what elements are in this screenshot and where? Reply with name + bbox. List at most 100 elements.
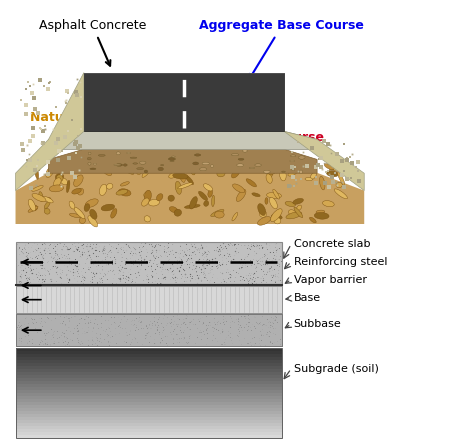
Ellipse shape: [69, 201, 75, 209]
Ellipse shape: [69, 213, 81, 218]
Ellipse shape: [88, 162, 91, 165]
Ellipse shape: [39, 192, 43, 202]
Ellipse shape: [257, 216, 271, 225]
Ellipse shape: [93, 163, 97, 165]
Ellipse shape: [322, 201, 334, 207]
Ellipse shape: [274, 217, 281, 224]
Bar: [16, 387, 282, 390]
Ellipse shape: [31, 205, 37, 211]
Ellipse shape: [28, 199, 36, 211]
Polygon shape: [284, 131, 364, 190]
Ellipse shape: [298, 156, 305, 159]
Ellipse shape: [223, 168, 228, 173]
Ellipse shape: [275, 163, 290, 169]
Ellipse shape: [158, 158, 165, 169]
Bar: [16, 286, 282, 313]
Ellipse shape: [273, 166, 280, 173]
Ellipse shape: [290, 160, 295, 162]
Ellipse shape: [243, 150, 247, 152]
Ellipse shape: [211, 195, 215, 207]
Bar: [16, 369, 282, 372]
Ellipse shape: [204, 201, 209, 206]
Ellipse shape: [174, 209, 182, 216]
Ellipse shape: [288, 159, 299, 166]
Ellipse shape: [288, 210, 296, 215]
Ellipse shape: [137, 166, 143, 175]
Bar: [16, 405, 282, 408]
Ellipse shape: [168, 158, 175, 160]
Ellipse shape: [142, 166, 152, 177]
Bar: [16, 314, 282, 346]
Ellipse shape: [334, 189, 347, 199]
Text: Base: Base: [293, 293, 321, 303]
Ellipse shape: [300, 170, 302, 173]
Ellipse shape: [133, 163, 137, 164]
Ellipse shape: [54, 178, 61, 187]
Ellipse shape: [267, 171, 273, 178]
Bar: [16, 354, 282, 357]
Polygon shape: [16, 73, 84, 190]
Ellipse shape: [77, 188, 84, 195]
Ellipse shape: [124, 168, 134, 174]
Ellipse shape: [35, 161, 40, 171]
Bar: [16, 348, 282, 438]
Ellipse shape: [44, 208, 50, 214]
Ellipse shape: [156, 194, 163, 201]
Ellipse shape: [316, 210, 325, 214]
Ellipse shape: [66, 180, 70, 193]
Ellipse shape: [72, 189, 81, 194]
Ellipse shape: [168, 195, 174, 201]
Bar: [16, 375, 282, 378]
Bar: [16, 381, 282, 384]
Bar: [16, 396, 282, 399]
Bar: [16, 417, 282, 420]
Ellipse shape: [327, 170, 338, 177]
Ellipse shape: [190, 197, 197, 209]
Ellipse shape: [246, 179, 256, 187]
Ellipse shape: [310, 217, 316, 223]
Ellipse shape: [249, 167, 255, 169]
Bar: [16, 286, 282, 313]
Ellipse shape: [142, 198, 149, 206]
Ellipse shape: [268, 165, 280, 175]
Ellipse shape: [305, 163, 314, 170]
Bar: [16, 357, 282, 360]
Ellipse shape: [280, 169, 286, 181]
Ellipse shape: [44, 201, 50, 209]
Ellipse shape: [192, 162, 199, 165]
Polygon shape: [48, 131, 317, 150]
Ellipse shape: [107, 184, 113, 189]
Ellipse shape: [292, 169, 295, 171]
Ellipse shape: [294, 207, 303, 218]
Bar: [16, 414, 282, 417]
Polygon shape: [84, 73, 284, 131]
Ellipse shape: [90, 209, 97, 219]
Bar: [16, 429, 282, 432]
Ellipse shape: [210, 165, 214, 168]
Bar: [16, 411, 282, 414]
Ellipse shape: [328, 163, 338, 172]
Ellipse shape: [116, 164, 123, 166]
Ellipse shape: [116, 190, 128, 195]
Ellipse shape: [293, 198, 303, 204]
Ellipse shape: [233, 184, 245, 193]
Ellipse shape: [179, 169, 185, 182]
Ellipse shape: [114, 164, 121, 166]
Ellipse shape: [49, 185, 64, 192]
Bar: [16, 366, 282, 369]
Ellipse shape: [297, 205, 301, 211]
Ellipse shape: [265, 198, 268, 204]
Ellipse shape: [258, 204, 265, 215]
Ellipse shape: [144, 216, 151, 222]
Ellipse shape: [55, 173, 64, 181]
Ellipse shape: [282, 171, 285, 172]
Ellipse shape: [270, 198, 277, 209]
Ellipse shape: [86, 165, 99, 169]
Bar: [16, 408, 282, 411]
Ellipse shape: [232, 212, 238, 221]
Text: Vapor barrier: Vapor barrier: [293, 275, 366, 284]
Ellipse shape: [329, 166, 343, 170]
Ellipse shape: [88, 216, 98, 227]
Ellipse shape: [148, 199, 159, 206]
Ellipse shape: [127, 152, 130, 154]
